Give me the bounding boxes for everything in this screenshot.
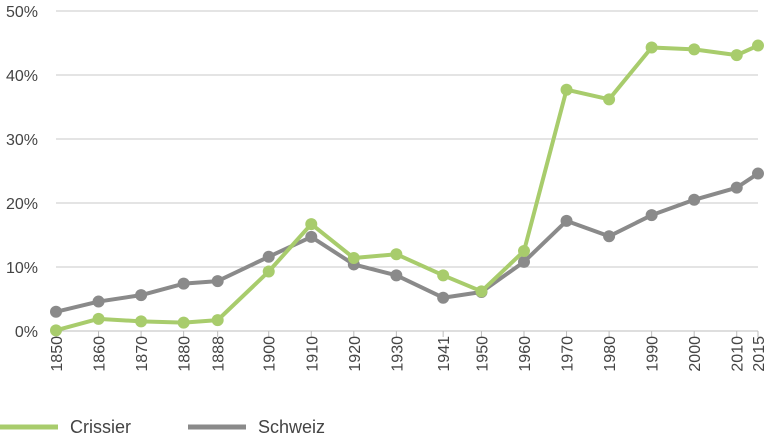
x-tick-label: 1910: [304, 336, 321, 372]
data-point: [518, 245, 530, 257]
y-tick-label: 50%: [6, 4, 38, 21]
data-point: [50, 305, 62, 318]
x-tick-label: 1920: [347, 336, 364, 372]
data-point: [50, 324, 62, 337]
x-tick-label: 1860: [92, 336, 109, 372]
data-point: [603, 93, 616, 106]
x-tick-label: 2010: [730, 336, 747, 372]
data-point: [92, 295, 105, 308]
x-axis-tick-marks: [55, 331, 759, 337]
data-point: [518, 255, 530, 268]
data-point: [437, 291, 450, 304]
series-lines: [50, 39, 764, 337]
x-tick-label: 2015: [751, 336, 768, 372]
data-point: [92, 312, 105, 325]
data-point: [211, 314, 224, 327]
x-tick-label: 1888: [211, 336, 228, 372]
legend-label-crissier: Crissier: [70, 417, 131, 437]
data-point: [730, 181, 743, 194]
x-tick-label: 1950: [474, 336, 491, 372]
data-point: [752, 167, 764, 180]
series-crissier: [50, 39, 764, 337]
y-tick-label: 30%: [6, 132, 38, 149]
gridlines: [56, 10, 758, 268]
data-point: [645, 209, 658, 222]
x-tick-label: 1870: [134, 336, 151, 372]
legend-label-schweiz: Schweiz: [258, 417, 325, 437]
x-tick-label: 2000: [687, 336, 704, 372]
series-schweiz: [50, 167, 764, 318]
y-tick-label: 10%: [6, 260, 38, 277]
x-tick-label: 1980: [602, 336, 619, 372]
data-point: [262, 250, 275, 263]
data-point: [305, 218, 318, 231]
data-point: [177, 316, 190, 329]
y-tick-label: 0%: [15, 324, 38, 341]
x-tick-label: 1850: [49, 336, 66, 372]
data-point: [560, 83, 573, 96]
y-tick-label: 40%: [6, 68, 38, 85]
data-point: [211, 275, 224, 288]
data-point: [730, 49, 743, 62]
data-point: [603, 230, 616, 243]
series-line-crissier: [55, 43, 759, 333]
data-point: [752, 39, 764, 52]
data-point: [475, 285, 488, 298]
x-tick-label: 1960: [517, 336, 534, 372]
data-point: [688, 43, 701, 56]
y-axis-tick-labels: 0% 10% 20% 30% 40% 50%: [6, 4, 38, 341]
data-point: [177, 277, 190, 290]
x-tick-label: 1941: [436, 336, 453, 372]
data-point: [347, 252, 360, 265]
data-point: [305, 230, 318, 243]
x-tick-label: 1990: [645, 336, 662, 372]
data-point: [437, 269, 450, 282]
x-tick-label: 1930: [389, 336, 406, 372]
series-line-schweiz: [55, 171, 760, 314]
x-tick-label: 1880: [177, 336, 194, 372]
x-tick-label: 1970: [560, 336, 577, 372]
legend: Crissier Schweiz: [0, 417, 325, 437]
data-point: [135, 289, 148, 302]
y-tick-label: 20%: [6, 196, 38, 213]
data-point: [645, 41, 658, 54]
x-axis-tick-labels: 1850 1860 1870 1880 1888 1900 1910 1920 1930 1941…: [49, 336, 768, 372]
x-tick-label: 1900: [262, 336, 279, 372]
data-point: [262, 265, 275, 278]
data-point: [688, 193, 701, 206]
data-point: [390, 248, 403, 261]
data-point: [390, 269, 403, 282]
data-point: [560, 214, 573, 227]
data-point: [135, 315, 148, 328]
